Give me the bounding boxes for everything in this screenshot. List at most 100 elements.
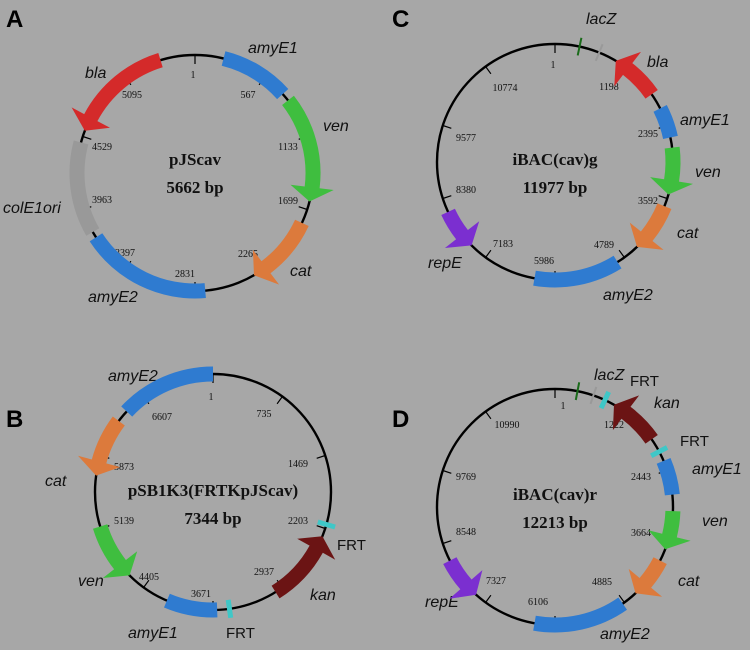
tick-mark-c-7 xyxy=(442,195,452,200)
panel-letter-c: C xyxy=(392,6,409,33)
tick-mark-b-2 xyxy=(316,454,326,459)
tick-label-d-0: 1 xyxy=(561,401,566,412)
tick-label-b-2: 1469 xyxy=(288,459,308,470)
gene-label-amye2-d: amyE2 xyxy=(600,626,650,643)
cat-arrow-b xyxy=(78,416,125,476)
frt-site-top-d xyxy=(598,390,611,410)
amye2-arc-c xyxy=(533,255,622,288)
frt-site-bottom-b xyxy=(225,599,234,619)
gene-label-ven-c: ven xyxy=(695,164,721,181)
tick-label-d-8: 9769 xyxy=(456,472,476,483)
tick-label-b-5: 3671 xyxy=(191,589,211,600)
tick-label-b-6: 4405 xyxy=(139,572,159,583)
tick-label-c-6: 7183 xyxy=(493,239,513,250)
tick-label-c-1: 1198 xyxy=(599,82,619,93)
tick-mark-c-4 xyxy=(618,249,625,258)
tick-label-d-9: 10990 xyxy=(495,420,520,431)
kan-arrow-d xyxy=(612,395,658,444)
gene-label-cole1ori-a: colE1ori xyxy=(3,200,61,217)
plasmid-size-a: 5662 bp xyxy=(166,178,223,197)
lacz-site-c xyxy=(576,37,583,56)
tick-label-b-3: 2203 xyxy=(288,516,308,527)
panel-letter-b: B xyxy=(6,406,23,433)
tick-label-d-4: 4885 xyxy=(592,577,612,588)
tick-label-a-6: 3397 xyxy=(115,248,135,259)
gene-label-amye2-a: amyE2 xyxy=(88,289,138,306)
tick-label-d-3: 3664 xyxy=(631,528,651,539)
bla-arrow-a xyxy=(71,53,163,131)
tick-label-a-7: 3963 xyxy=(92,195,112,206)
tick-label-b-1: 735 xyxy=(257,409,272,420)
tick-mark-c-9 xyxy=(485,66,492,75)
panel-c: C iBAC(cav)g 11977 bp 1 1198 2395 3592 4… xyxy=(392,6,730,304)
tick-label-a-5: 2831 xyxy=(175,269,195,280)
plasmid-size-c: 11977 bp xyxy=(523,178,588,197)
panel-a: A pJScav 5662 bp 1 567 1133 1699 2265 28… xyxy=(3,6,349,306)
tick-label-c-2: 2395 xyxy=(638,129,658,140)
plasmid-name-d: iBAC(cav)r xyxy=(513,485,597,504)
tick-label-d-2: 2443 xyxy=(631,472,651,483)
gene-label-bla-a: bla xyxy=(85,65,106,82)
tick-mark-d-7 xyxy=(442,540,452,545)
tick-label-b-7: 5139 xyxy=(114,516,134,527)
tick-label-b-4: 2937 xyxy=(254,567,274,578)
plasmid-shapes-layer xyxy=(69,37,693,633)
ven-arrow-b xyxy=(93,524,138,578)
ven-arrow-a xyxy=(282,95,334,202)
plasmid-name-a: pJScav xyxy=(169,150,221,169)
tick-label-d-7: 8548 xyxy=(456,527,476,538)
tick-label-a-2: 1133 xyxy=(278,142,298,153)
plasmid-size-d: 12213 bp xyxy=(522,513,588,532)
tick-mark-d-8 xyxy=(442,469,452,474)
gene-label-bla-c: bla xyxy=(647,54,668,71)
gene-label-amye1-d: amyE1 xyxy=(692,461,742,478)
plasmid-size-b: 7344 bp xyxy=(184,509,241,528)
ven-arrow-d xyxy=(648,510,691,550)
gene-label-cat-b: cat xyxy=(45,473,67,490)
cat-arrow-c xyxy=(629,203,672,250)
amye2-arc-a xyxy=(89,233,206,299)
gene-label-cat-a: cat xyxy=(290,263,312,280)
cat-arrow-a xyxy=(252,219,309,285)
tick-mark-a-8 xyxy=(82,135,92,140)
frt-site-bottom-d xyxy=(650,445,669,459)
gene-label-amye2-c: amyE2 xyxy=(603,287,653,304)
tick-label-c-9: 10774 xyxy=(493,83,518,94)
bla-arrow-c xyxy=(614,51,658,99)
gene-label-amye1-b: amyE1 xyxy=(128,625,178,642)
cole1ori-arc-a xyxy=(69,140,100,236)
panel-letter-d: D xyxy=(392,406,409,433)
tick-label-a-0: 1 xyxy=(191,70,196,81)
grey-site-c xyxy=(594,43,604,62)
tick-label-a-4: 2265 xyxy=(238,249,258,260)
amye1-arc-d xyxy=(656,458,680,496)
tick-mark-c-6 xyxy=(485,249,492,258)
gene-label-ven-b: ven xyxy=(78,573,104,590)
tick-label-c-0: 1 xyxy=(551,60,556,71)
tick-mark-b-1 xyxy=(276,396,283,405)
gene-label-lacz-c: lacZ xyxy=(586,11,617,28)
tick-label-c-7: 8380 xyxy=(456,185,476,196)
tick-label-c-3: 3592 xyxy=(638,196,658,207)
tick-mark-d-9 xyxy=(485,411,492,420)
tick-label-b-0: 1 xyxy=(209,392,214,403)
tick-label-c-8: 9577 xyxy=(456,133,476,144)
gene-label-lacz-d: lacZ xyxy=(594,367,625,384)
frt-site-top-b xyxy=(317,519,336,530)
gene-label-kan-b: kan xyxy=(310,587,336,604)
plasmid-name-b: pSB1K3(FRTKpJScav) xyxy=(128,481,298,500)
repe-arrow-c xyxy=(441,208,480,248)
tick-mark-b-6 xyxy=(143,579,150,588)
tick-mark-b-3 xyxy=(316,525,326,530)
gene-label-amye2-b: amyE2 xyxy=(108,368,158,385)
amye1-arc-c xyxy=(653,105,678,139)
gene-label-cat-d: cat xyxy=(678,573,700,590)
gene-label-amye1-a: amyE1 xyxy=(248,40,298,57)
gene-label-kan-d: kan xyxy=(654,395,680,412)
lacz-site-d xyxy=(574,382,581,401)
site-label-frt-b-top: FRT xyxy=(337,537,366,554)
gene-label-ven-a: ven xyxy=(323,118,349,135)
gene-label-amye1-c: amyE1 xyxy=(680,112,730,129)
